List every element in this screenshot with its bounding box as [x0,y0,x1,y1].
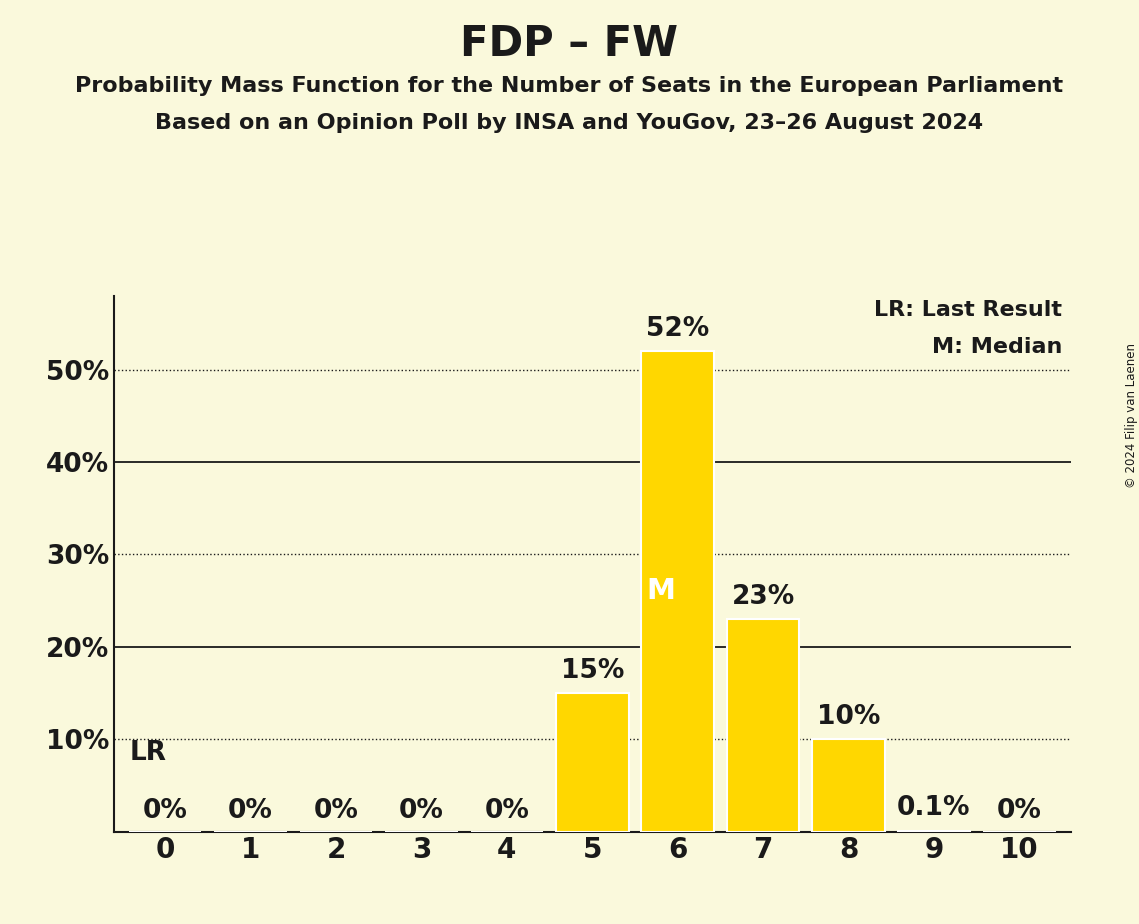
Text: LR: LR [130,740,166,766]
Text: Based on an Opinion Poll by INSA and YouGov, 23–26 August 2024: Based on an Opinion Poll by INSA and You… [155,113,984,133]
Text: 15%: 15% [560,658,624,684]
Text: M: Median: M: Median [932,337,1063,358]
Bar [727,619,800,832]
Text: 0.1%: 0.1% [898,796,970,821]
Bar [898,831,970,832]
Text: 10%: 10% [817,704,880,730]
Text: 0%: 0% [142,798,188,824]
Text: 0%: 0% [399,798,444,824]
Text: 0%: 0% [313,798,359,824]
Text: Probability Mass Function for the Number of Seats in the European Parliament: Probability Mass Function for the Number… [75,76,1064,96]
Text: FDP – FW: FDP – FW [460,23,679,65]
Bar [641,351,714,832]
Text: 0%: 0% [484,798,530,824]
Text: 0%: 0% [228,798,273,824]
Bar [812,739,885,832]
Text: 0%: 0% [997,798,1042,824]
Text: © 2024 Filip van Laenen: © 2024 Filip van Laenen [1124,344,1138,488]
Text: LR: Last Result: LR: Last Result [874,300,1063,321]
Bar [556,693,629,832]
Text: 23%: 23% [731,584,795,610]
Text: M: M [646,578,675,605]
Text: 52%: 52% [646,316,710,342]
